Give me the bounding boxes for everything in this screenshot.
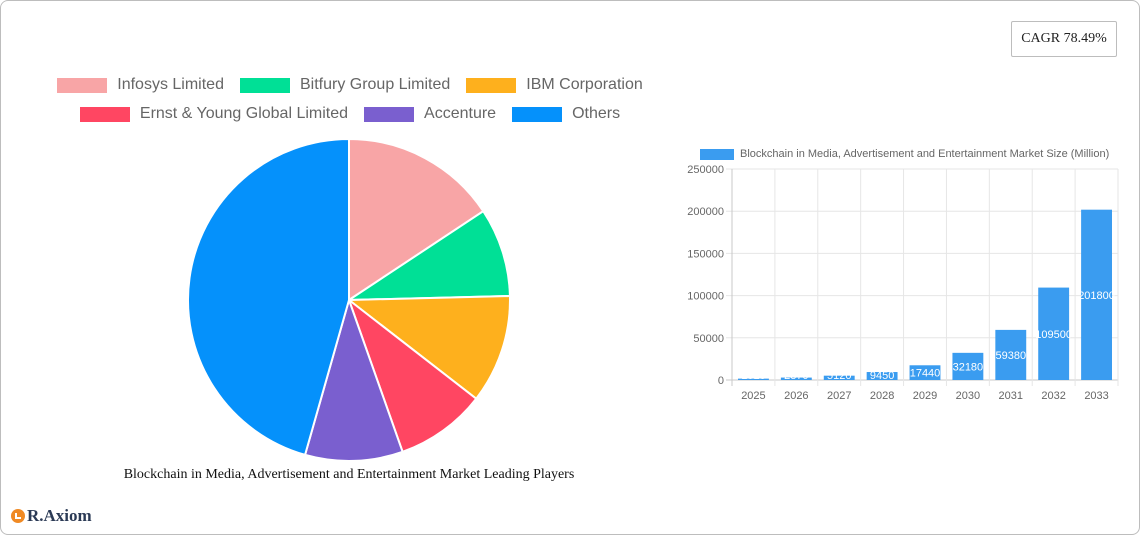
bar-value-label: 9450 (870, 370, 894, 382)
bar-legend-item[interactable]: Blockchain in Media, Advertisement and E… (700, 148, 1109, 160)
legend-swatch (57, 77, 108, 93)
legend-swatch (364, 106, 415, 122)
legend-label: Others (572, 105, 621, 122)
legend-swatch (512, 106, 563, 122)
cagr-badge: CAGR 78.49% (1011, 21, 1117, 57)
bar[interactable] (738, 378, 769, 380)
bar-chart: 0 50000 100000 150000 200000 250000 1610 2025 28… (687, 164, 1119, 402)
legend-swatch (466, 77, 517, 93)
bar-legend-swatch (700, 148, 734, 160)
legend-item[interactable]: Others (512, 105, 620, 123)
bar[interactable] (952, 352, 984, 380)
legend-label: Bitfury Group Limited (299, 76, 451, 93)
legend-item[interactable]: Ernst & Young Global Limited (79, 105, 349, 123)
y-tick-label: 0 (718, 375, 724, 387)
bar-value-label: 2870 (784, 370, 808, 382)
legend-item[interactable]: IBM Corporation (466, 76, 643, 94)
logo: R.Axiom (11, 506, 92, 526)
legend-label: Infosys Limited (117, 76, 224, 93)
bar[interactable] (1038, 287, 1070, 380)
y-tick-label: 50000 (693, 333, 724, 345)
x-tick-label: 2027 (827, 390, 851, 402)
bar[interactable] (823, 375, 855, 380)
pie-slice[interactable] (303, 296, 404, 462)
legend-swatch (239, 77, 290, 93)
logo-text: R.Axiom (27, 506, 92, 525)
bar[interactable] (909, 365, 941, 380)
bar[interactable] (780, 377, 812, 380)
bar-value-label: 32180 (953, 361, 984, 373)
y-tick-label: 250000 (687, 164, 724, 176)
bar-value-label: 5120 (827, 370, 851, 382)
legend-item[interactable]: Infosys Limited (57, 76, 224, 94)
pie-legend-row-1: Infosys Limited Bitfury Group Limited IBM … (0, 76, 700, 94)
legend-item[interactable]: Accenture (364, 105, 496, 123)
x-tick-label: 2025 (741, 390, 765, 402)
bar-value-label: 109500 (1035, 329, 1072, 341)
bar-value-label: 59380 (995, 350, 1026, 362)
pie-legend-row-2: Ernst & Young Global Limited Accenture Oth… (0, 105, 700, 123)
x-tick-label: 2033 (1084, 390, 1108, 402)
pie-slice[interactable] (187, 137, 350, 457)
x-tick-label: 2031 (999, 390, 1023, 402)
x-tick-label: 2028 (870, 390, 894, 402)
bar[interactable] (1081, 209, 1112, 380)
y-tick-label: 100000 (687, 291, 724, 303)
pie-slice[interactable] (346, 294, 511, 401)
pie-chart-svg (187, 137, 511, 462)
bar-value-label: 1610 (741, 370, 765, 382)
pie-slice[interactable] (346, 297, 478, 454)
y-tick-label: 150000 (687, 248, 724, 260)
bar-legend-label: Blockchain in Media, Advertisement and E… (740, 148, 1110, 160)
x-tick-label: 2032 (1041, 390, 1065, 402)
y-tick-label: 200000 (687, 206, 724, 218)
bar-value-label: 201800 (1078, 290, 1115, 302)
legend-label: IBM Corporation (526, 76, 643, 93)
x-tick-label: 2030 (956, 390, 980, 402)
x-tick-label: 2029 (913, 390, 937, 402)
x-tick-label: 2026 (784, 390, 808, 402)
legend-label: Ernst & Young Global Limited (139, 105, 349, 122)
legend-item[interactable]: Bitfury Group Limited (239, 76, 451, 94)
pie-slice[interactable] (348, 137, 485, 302)
legend-label: Accenture (424, 105, 497, 122)
pie-chart (186, 137, 512, 463)
legend-swatch (79, 106, 130, 122)
bar[interactable] (866, 372, 898, 380)
cagr-label: CAGR 78.49% (1021, 31, 1107, 46)
pie-slice[interactable] (345, 209, 511, 302)
logo-chart-icon (11, 509, 25, 523)
pie-chart-title: Blockchain in Media, Advertisement and E… (123, 467, 575, 482)
bar[interactable] (995, 329, 1027, 380)
bar-value-label: 17440 (910, 368, 941, 380)
